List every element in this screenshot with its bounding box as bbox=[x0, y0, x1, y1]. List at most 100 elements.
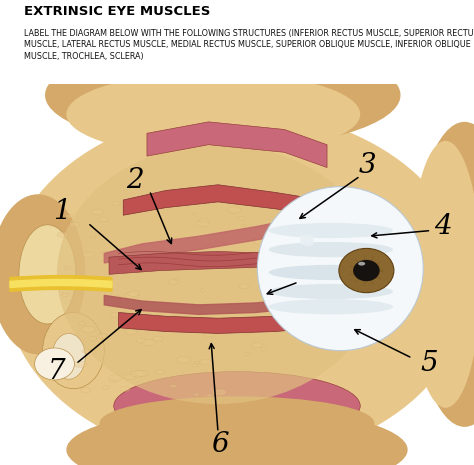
Polygon shape bbox=[301, 234, 313, 246]
Polygon shape bbox=[261, 259, 351, 274]
Ellipse shape bbox=[194, 393, 200, 396]
Ellipse shape bbox=[0, 194, 85, 354]
Polygon shape bbox=[109, 252, 275, 274]
Ellipse shape bbox=[200, 359, 211, 365]
Ellipse shape bbox=[192, 212, 198, 215]
Ellipse shape bbox=[412, 122, 474, 427]
Ellipse shape bbox=[91, 209, 104, 215]
Ellipse shape bbox=[219, 321, 229, 326]
Circle shape bbox=[339, 248, 394, 292]
Ellipse shape bbox=[124, 374, 135, 380]
Ellipse shape bbox=[43, 312, 104, 389]
Polygon shape bbox=[118, 312, 322, 333]
Ellipse shape bbox=[133, 249, 146, 256]
Polygon shape bbox=[104, 212, 332, 263]
Ellipse shape bbox=[111, 312, 123, 318]
Ellipse shape bbox=[19, 225, 76, 324]
Text: 3: 3 bbox=[358, 152, 376, 179]
Text: EXTRINSIC EYE MUSCLES: EXTRINSIC EYE MUSCLES bbox=[24, 5, 210, 18]
Ellipse shape bbox=[100, 396, 374, 450]
Ellipse shape bbox=[98, 334, 107, 339]
Ellipse shape bbox=[257, 186, 423, 351]
Ellipse shape bbox=[254, 268, 266, 274]
Ellipse shape bbox=[170, 385, 177, 388]
Ellipse shape bbox=[139, 205, 151, 211]
Ellipse shape bbox=[208, 244, 215, 247]
Polygon shape bbox=[123, 185, 341, 221]
Circle shape bbox=[35, 348, 74, 380]
Ellipse shape bbox=[62, 293, 69, 297]
Ellipse shape bbox=[241, 225, 246, 227]
Text: 4: 4 bbox=[434, 213, 452, 240]
Ellipse shape bbox=[128, 291, 139, 296]
Ellipse shape bbox=[128, 246, 139, 251]
Ellipse shape bbox=[114, 372, 360, 440]
Ellipse shape bbox=[172, 312, 179, 315]
Ellipse shape bbox=[198, 330, 203, 332]
Ellipse shape bbox=[79, 322, 86, 325]
Ellipse shape bbox=[125, 329, 137, 335]
Ellipse shape bbox=[244, 353, 250, 356]
Polygon shape bbox=[147, 122, 327, 167]
Ellipse shape bbox=[131, 371, 145, 377]
Ellipse shape bbox=[57, 232, 69, 238]
Ellipse shape bbox=[169, 280, 178, 284]
Text: 7: 7 bbox=[48, 358, 66, 385]
Ellipse shape bbox=[66, 408, 408, 465]
Ellipse shape bbox=[173, 278, 179, 280]
Polygon shape bbox=[104, 292, 332, 314]
Ellipse shape bbox=[82, 326, 95, 333]
Ellipse shape bbox=[410, 141, 474, 408]
Ellipse shape bbox=[269, 299, 393, 314]
Ellipse shape bbox=[80, 387, 91, 393]
Ellipse shape bbox=[136, 200, 150, 207]
Ellipse shape bbox=[136, 338, 146, 343]
Ellipse shape bbox=[125, 292, 138, 299]
Ellipse shape bbox=[176, 356, 191, 363]
Ellipse shape bbox=[358, 262, 365, 266]
Ellipse shape bbox=[145, 209, 151, 212]
Ellipse shape bbox=[182, 241, 191, 246]
Ellipse shape bbox=[74, 361, 87, 367]
Ellipse shape bbox=[66, 214, 73, 218]
Ellipse shape bbox=[89, 337, 97, 340]
Ellipse shape bbox=[120, 386, 130, 392]
Ellipse shape bbox=[90, 236, 96, 239]
Ellipse shape bbox=[239, 284, 248, 289]
Ellipse shape bbox=[269, 223, 393, 238]
Ellipse shape bbox=[194, 361, 200, 364]
Ellipse shape bbox=[101, 385, 109, 389]
Ellipse shape bbox=[109, 375, 122, 381]
Circle shape bbox=[353, 260, 380, 281]
Ellipse shape bbox=[153, 336, 163, 341]
Ellipse shape bbox=[82, 252, 94, 258]
Ellipse shape bbox=[155, 370, 164, 374]
Ellipse shape bbox=[64, 267, 70, 270]
Ellipse shape bbox=[206, 394, 212, 397]
Ellipse shape bbox=[45, 42, 401, 148]
Ellipse shape bbox=[237, 217, 246, 220]
Ellipse shape bbox=[112, 201, 120, 206]
Ellipse shape bbox=[200, 289, 206, 292]
Ellipse shape bbox=[246, 264, 256, 268]
Text: 2: 2 bbox=[126, 167, 144, 194]
Ellipse shape bbox=[101, 252, 109, 255]
Ellipse shape bbox=[228, 207, 241, 213]
Text: 1: 1 bbox=[53, 198, 71, 225]
Ellipse shape bbox=[254, 239, 264, 244]
Ellipse shape bbox=[135, 370, 148, 377]
Ellipse shape bbox=[269, 242, 393, 257]
Ellipse shape bbox=[199, 218, 208, 223]
Ellipse shape bbox=[109, 379, 116, 383]
Ellipse shape bbox=[245, 331, 251, 334]
Ellipse shape bbox=[160, 239, 166, 242]
Ellipse shape bbox=[108, 253, 115, 257]
Text: LABEL THE DIAGRAM BELOW WITH THE FOLLOWING STRUCTURES (INFERIOR RECTUS MUSCLE, S: LABEL THE DIAGRAM BELOW WITH THE FOLLOWI… bbox=[24, 29, 474, 60]
Ellipse shape bbox=[142, 339, 155, 345]
Ellipse shape bbox=[192, 364, 198, 367]
Text: 6: 6 bbox=[211, 431, 229, 458]
Ellipse shape bbox=[5, 110, 469, 461]
Ellipse shape bbox=[204, 332, 214, 337]
Ellipse shape bbox=[221, 242, 227, 245]
Ellipse shape bbox=[175, 311, 181, 313]
